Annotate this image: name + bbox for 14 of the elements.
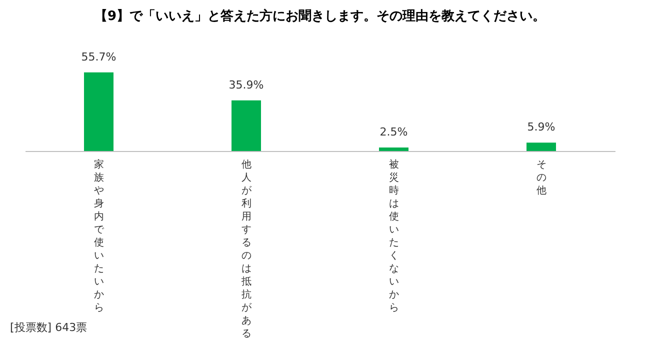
- category-label: 家族や身内で使いたいから: [94, 160, 104, 314]
- data-label: 5.9%: [527, 120, 556, 134]
- data-label: 2.5%: [380, 125, 408, 138]
- data-label: 55.7%: [81, 50, 116, 64]
- text: [投票数] 643票: [10, 320, 88, 335]
- bar: [526, 142, 556, 151]
- x-tick-label: その他: [536, 160, 546, 196]
- bar: [379, 147, 408, 151]
- bar: [232, 100, 261, 151]
- bar: [84, 72, 114, 151]
- data-label: 35.9%: [228, 78, 264, 92]
- chart-title: 【9】で「いいえ」と答えた方にお聞きします。その理由を教えてください。: [94, 8, 546, 24]
- category-label: 他人が利用するのは抵抗がある: [241, 160, 252, 340]
- category-label: 被災時は使いたくないから: [388, 160, 399, 314]
